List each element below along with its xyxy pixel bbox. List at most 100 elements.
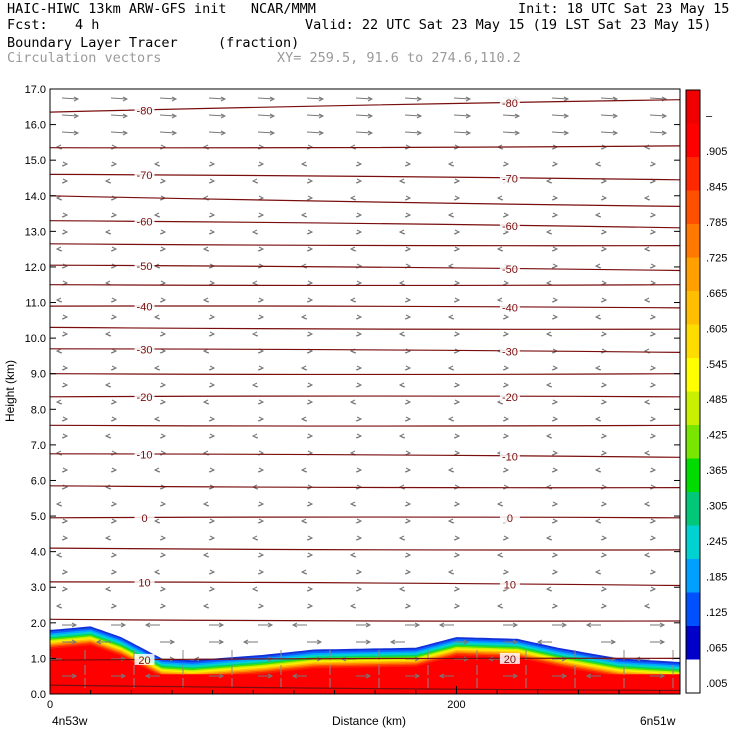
circulation-vector-head: [503, 569, 510, 575]
circulation-vector-head: [160, 535, 167, 541]
circulation-vector-head: [356, 178, 363, 184]
init-time: Init: 18 UTC Sat 23 May 15: [518, 1, 730, 17]
circulation-vector-head: [111, 212, 118, 218]
circulation-vector-head: [463, 639, 470, 645]
circulation-vector-head: [487, 656, 494, 662]
circulation-vector-head: [218, 622, 225, 628]
circulation-vector-head: [209, 467, 216, 473]
circulation-vector-head: [659, 622, 666, 628]
circulation-vector-head: [496, 501, 503, 507]
isotherm-label-bg: [134, 104, 155, 116]
circulation-vector-head: [512, 622, 519, 628]
circulation-vector-head: [416, 96, 423, 102]
circulation-vector-head: [594, 416, 601, 422]
circulation-vector-head: [356, 161, 363, 167]
circulation-vector-head: [552, 263, 559, 269]
colorbar-label: .785: [706, 217, 727, 229]
circulation-vector-head: [356, 535, 363, 541]
colorbar-swatch: [686, 257, 700, 292]
isotherm-label-bg: [499, 263, 520, 275]
circulation-vector-head: [258, 501, 265, 507]
isotherm-label: -10: [137, 449, 153, 461]
circulation-vector-head: [659, 673, 666, 679]
circulation-vector: [159, 114, 177, 117]
circulation-vector-head: [111, 416, 118, 422]
circulation-vector-head: [55, 246, 62, 252]
circulation-vector-head: [258, 416, 265, 422]
circulation-vector-head: [73, 96, 80, 102]
circulation-vector-head: [454, 297, 461, 303]
y-tick-label: 17.0: [25, 84, 46, 96]
isotherm-label-bg: [499, 578, 520, 590]
circulation-vector-head: [503, 365, 510, 371]
x-right-endpoint-label: 6n51w: [640, 714, 676, 728]
circulation-vector-head: [300, 467, 307, 473]
circulation-vector: [453, 97, 471, 100]
circulation-vector: [502, 114, 520, 117]
circulation-vector-head: [209, 586, 216, 592]
circulation-vector-head: [545, 229, 552, 235]
circulation-vector-head: [153, 161, 160, 167]
isotherm-line: [50, 684, 680, 691]
circulation-vector-head: [160, 229, 167, 235]
y-tick-label: 1.0: [31, 653, 46, 665]
colorbar-swatch: [686, 291, 700, 325]
circulation-vector-head: [612, 130, 619, 136]
circulation-vector-head: [258, 569, 265, 575]
valid-time: Valid: 22 UTC Sat 23 May 15 (19 LST Sat …: [305, 17, 712, 33]
circulation-vector-head: [318, 96, 325, 102]
circulation-vector-head: [71, 639, 78, 645]
circulation-vector-head: [454, 229, 461, 235]
circulation-vector-head: [503, 331, 510, 337]
circulation-vector-head: [545, 178, 552, 184]
circulation-vector-head: [111, 501, 118, 507]
circulation-vector-head: [447, 518, 454, 524]
circulation-vector-head: [563, 96, 570, 102]
circulation-vector-head: [585, 622, 592, 628]
circulation-vector-head: [153, 212, 160, 218]
colorbar-swatch: [686, 90, 700, 124]
isotherm-label-bg: [134, 169, 155, 181]
field-unit: (fraction): [218, 35, 300, 51]
circulation-vector-head: [594, 569, 601, 575]
circulation-vector-head: [111, 467, 118, 473]
vector-field-name: Circulation vectors: [7, 50, 162, 66]
circulation-vector-head: [552, 603, 559, 609]
circulation-vector-head: [220, 96, 227, 102]
circulation-vector-head: [503, 161, 510, 167]
circulation-vector-head: [258, 603, 265, 609]
circulation-vector-head: [62, 263, 69, 269]
circulation-vector-head: [405, 467, 412, 473]
colorbar-swatch: [686, 224, 700, 258]
circulation-vector-head: [300, 365, 307, 371]
field-name: Boundary Layer Tracer: [7, 35, 178, 51]
isotherm-label: -20: [502, 392, 518, 404]
circulation-vector-head: [269, 96, 276, 102]
circulation-vector-head: [160, 433, 167, 439]
circulation-vector-head: [643, 501, 650, 507]
circulation-vector-head: [62, 416, 69, 422]
circulation-vector-head: [601, 586, 608, 592]
circulation-vector-head: [269, 113, 276, 119]
colorbar-label: .185: [706, 572, 727, 584]
circulation-vector-head: [160, 382, 167, 388]
circulation-vector-head: [258, 365, 265, 371]
circulation-vector-head: [316, 639, 323, 645]
isotherm-label-bg: [499, 301, 520, 313]
colorbar-label: .065: [706, 643, 727, 655]
circulation-vector-head: [111, 399, 118, 405]
circulation-vector-head: [512, 639, 519, 645]
isotherm-label: -40: [137, 301, 153, 313]
circulation-vector-head: [503, 535, 510, 541]
circulation-vector-head: [454, 535, 461, 541]
circulation-vector-head: [601, 603, 608, 609]
isotherm-label: 10: [138, 577, 150, 589]
circulation-vector-head: [153, 569, 160, 575]
circulation-vector-head: [514, 113, 521, 119]
circulation-vector-head: [650, 484, 657, 490]
circulation-vector-head: [153, 416, 160, 422]
circulation-vector-head: [650, 467, 657, 473]
circulation-vector-head: [122, 96, 129, 102]
circulation-vector-head: [454, 195, 461, 201]
isotherm-label-bg: [134, 215, 155, 227]
